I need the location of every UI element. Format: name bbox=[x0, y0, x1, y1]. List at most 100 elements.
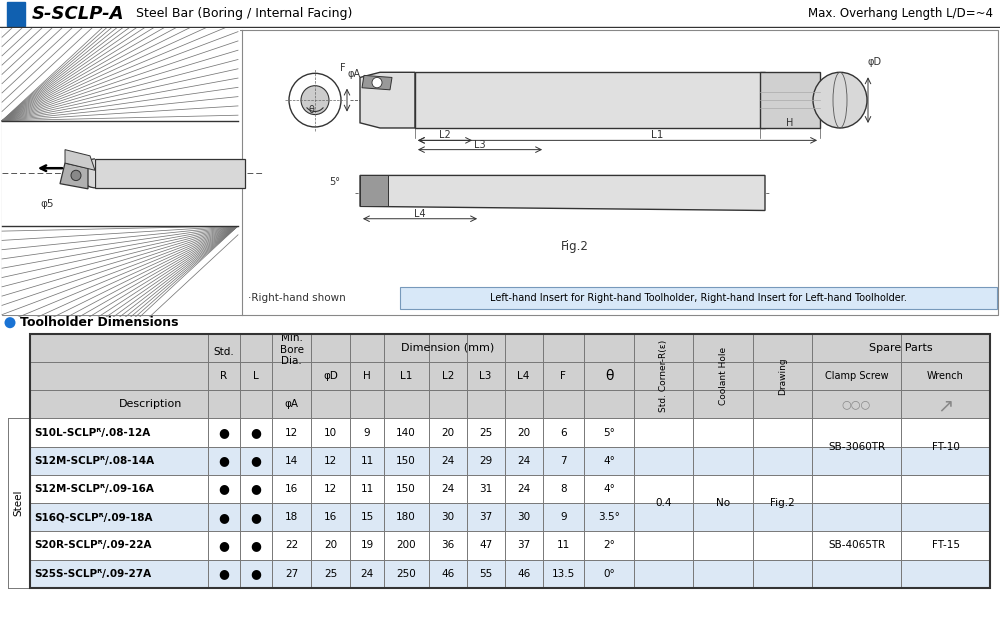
Text: φA: φA bbox=[285, 399, 299, 409]
Text: Clamp Screw: Clamp Screw bbox=[825, 371, 888, 381]
Text: FT-10: FT-10 bbox=[932, 442, 959, 451]
Text: FT-15: FT-15 bbox=[932, 540, 960, 550]
Text: 30: 30 bbox=[441, 512, 454, 522]
Bar bbox=[2, 30, 240, 120]
Text: L4: L4 bbox=[517, 371, 530, 381]
Text: Coolant Hole: Coolant Hole bbox=[719, 347, 728, 405]
Bar bbox=[95, 159, 245, 188]
Text: 3.5°: 3.5° bbox=[598, 512, 620, 522]
Text: ●: ● bbox=[251, 567, 261, 580]
Text: ↗: ↗ bbox=[937, 397, 954, 416]
Polygon shape bbox=[60, 163, 88, 189]
Text: 9: 9 bbox=[560, 512, 567, 522]
Text: φA: φA bbox=[347, 70, 360, 79]
Text: Max. Overhang Length L/D=~4: Max. Overhang Length L/D=~4 bbox=[808, 7, 993, 20]
Text: ○○○: ○○○ bbox=[842, 399, 871, 409]
Text: L3: L3 bbox=[474, 140, 486, 150]
Text: 14: 14 bbox=[285, 456, 298, 466]
Text: ●: ● bbox=[219, 567, 229, 580]
Polygon shape bbox=[362, 75, 392, 90]
Bar bbox=[30, 475, 990, 503]
Text: 20: 20 bbox=[324, 540, 337, 550]
Text: 200: 200 bbox=[396, 540, 416, 550]
Bar bbox=[415, 72, 765, 128]
Text: 29: 29 bbox=[479, 456, 492, 466]
Text: Toolholder Dimensions: Toolholder Dimensions bbox=[20, 316, 178, 329]
Text: 8: 8 bbox=[560, 484, 567, 494]
Text: L3: L3 bbox=[479, 371, 492, 381]
Text: 140: 140 bbox=[396, 427, 416, 438]
Text: 5°: 5° bbox=[603, 427, 615, 438]
Text: Wrench: Wrench bbox=[927, 371, 964, 381]
Text: F: F bbox=[340, 63, 346, 73]
Text: SB-4065TR: SB-4065TR bbox=[828, 540, 885, 550]
Text: 6: 6 bbox=[560, 427, 567, 438]
Text: ●: ● bbox=[219, 483, 229, 496]
Text: ●: ● bbox=[251, 483, 261, 496]
Bar bbox=[30, 333, 990, 419]
Text: 20: 20 bbox=[441, 427, 454, 438]
Bar bbox=[30, 503, 990, 532]
Text: No: No bbox=[716, 498, 730, 508]
Text: 5°: 5° bbox=[329, 177, 340, 187]
Text: SB-3060TR: SB-3060TR bbox=[828, 442, 885, 451]
Text: 16: 16 bbox=[324, 512, 337, 522]
Text: 16: 16 bbox=[285, 484, 298, 494]
Circle shape bbox=[5, 317, 16, 329]
Bar bbox=[2, 120, 240, 226]
Text: 25: 25 bbox=[479, 427, 492, 438]
Circle shape bbox=[813, 72, 867, 128]
Text: Left-hand Insert for Right-hand Toolholder, Right-hand Insert for Left-hand Tool: Left-hand Insert for Right-hand Toolhold… bbox=[490, 293, 907, 303]
Text: 47: 47 bbox=[479, 540, 492, 550]
Text: 55: 55 bbox=[479, 569, 492, 579]
Text: S10L-SCLPᴿ/.08-12A: S10L-SCLPᴿ/.08-12A bbox=[34, 427, 150, 438]
Bar bbox=[30, 560, 990, 587]
Text: 18: 18 bbox=[285, 512, 298, 522]
Text: L2: L2 bbox=[442, 371, 454, 381]
Text: Std. Corner-R(ε): Std. Corner-R(ε) bbox=[659, 340, 668, 412]
Text: H: H bbox=[363, 371, 371, 381]
Text: 4°: 4° bbox=[603, 484, 615, 494]
Text: S20R-SCLPᴿ/.09-22A: S20R-SCLPᴿ/.09-22A bbox=[34, 540, 152, 550]
Text: θ: θ bbox=[308, 104, 314, 114]
Text: ●: ● bbox=[251, 539, 261, 552]
Text: 11: 11 bbox=[360, 484, 374, 494]
Text: Drawing: Drawing bbox=[778, 357, 787, 395]
Text: 11: 11 bbox=[557, 540, 570, 550]
Text: 2°: 2° bbox=[603, 540, 615, 550]
Text: 7: 7 bbox=[560, 456, 567, 466]
Text: 24: 24 bbox=[517, 484, 530, 494]
Text: 27: 27 bbox=[285, 569, 298, 579]
Text: Steel: Steel bbox=[13, 490, 23, 516]
Text: Std.: Std. bbox=[214, 347, 234, 357]
Text: 37: 37 bbox=[517, 540, 530, 550]
Text: θ: θ bbox=[605, 369, 613, 383]
Polygon shape bbox=[65, 150, 95, 170]
Text: S12M-SCLPᴿ/.09-16A: S12M-SCLPᴿ/.09-16A bbox=[34, 484, 154, 494]
Text: 46: 46 bbox=[517, 569, 530, 579]
Text: S12M-SCLPᴿ/.08-14A: S12M-SCLPᴿ/.08-14A bbox=[34, 456, 154, 466]
Text: L1: L1 bbox=[651, 130, 664, 140]
Text: 22: 22 bbox=[285, 540, 298, 550]
Circle shape bbox=[289, 73, 341, 127]
Text: Steel Bar (Boring / Internal Facing): Steel Bar (Boring / Internal Facing) bbox=[132, 7, 352, 20]
Text: ·Right-hand shown: ·Right-hand shown bbox=[248, 293, 346, 303]
Text: ●: ● bbox=[219, 454, 229, 467]
Polygon shape bbox=[360, 175, 765, 211]
Text: S16Q-SCLPᴿ/.09-18A: S16Q-SCLPᴿ/.09-18A bbox=[34, 512, 152, 522]
Bar bbox=[30, 419, 990, 446]
Text: R: R bbox=[220, 371, 228, 381]
Text: L1: L1 bbox=[400, 371, 412, 381]
Text: 250: 250 bbox=[396, 569, 416, 579]
Text: Description: Description bbox=[119, 399, 183, 409]
Bar bbox=[81, 159, 95, 188]
Text: 150: 150 bbox=[396, 484, 416, 494]
Text: φD: φD bbox=[323, 371, 338, 381]
Text: ●: ● bbox=[219, 426, 229, 439]
Bar bbox=[30, 532, 990, 560]
Text: 24: 24 bbox=[441, 484, 454, 494]
Text: Spare Parts: Spare Parts bbox=[869, 343, 933, 353]
Text: 12: 12 bbox=[285, 427, 298, 438]
Circle shape bbox=[71, 170, 81, 181]
Text: 30: 30 bbox=[517, 512, 530, 522]
